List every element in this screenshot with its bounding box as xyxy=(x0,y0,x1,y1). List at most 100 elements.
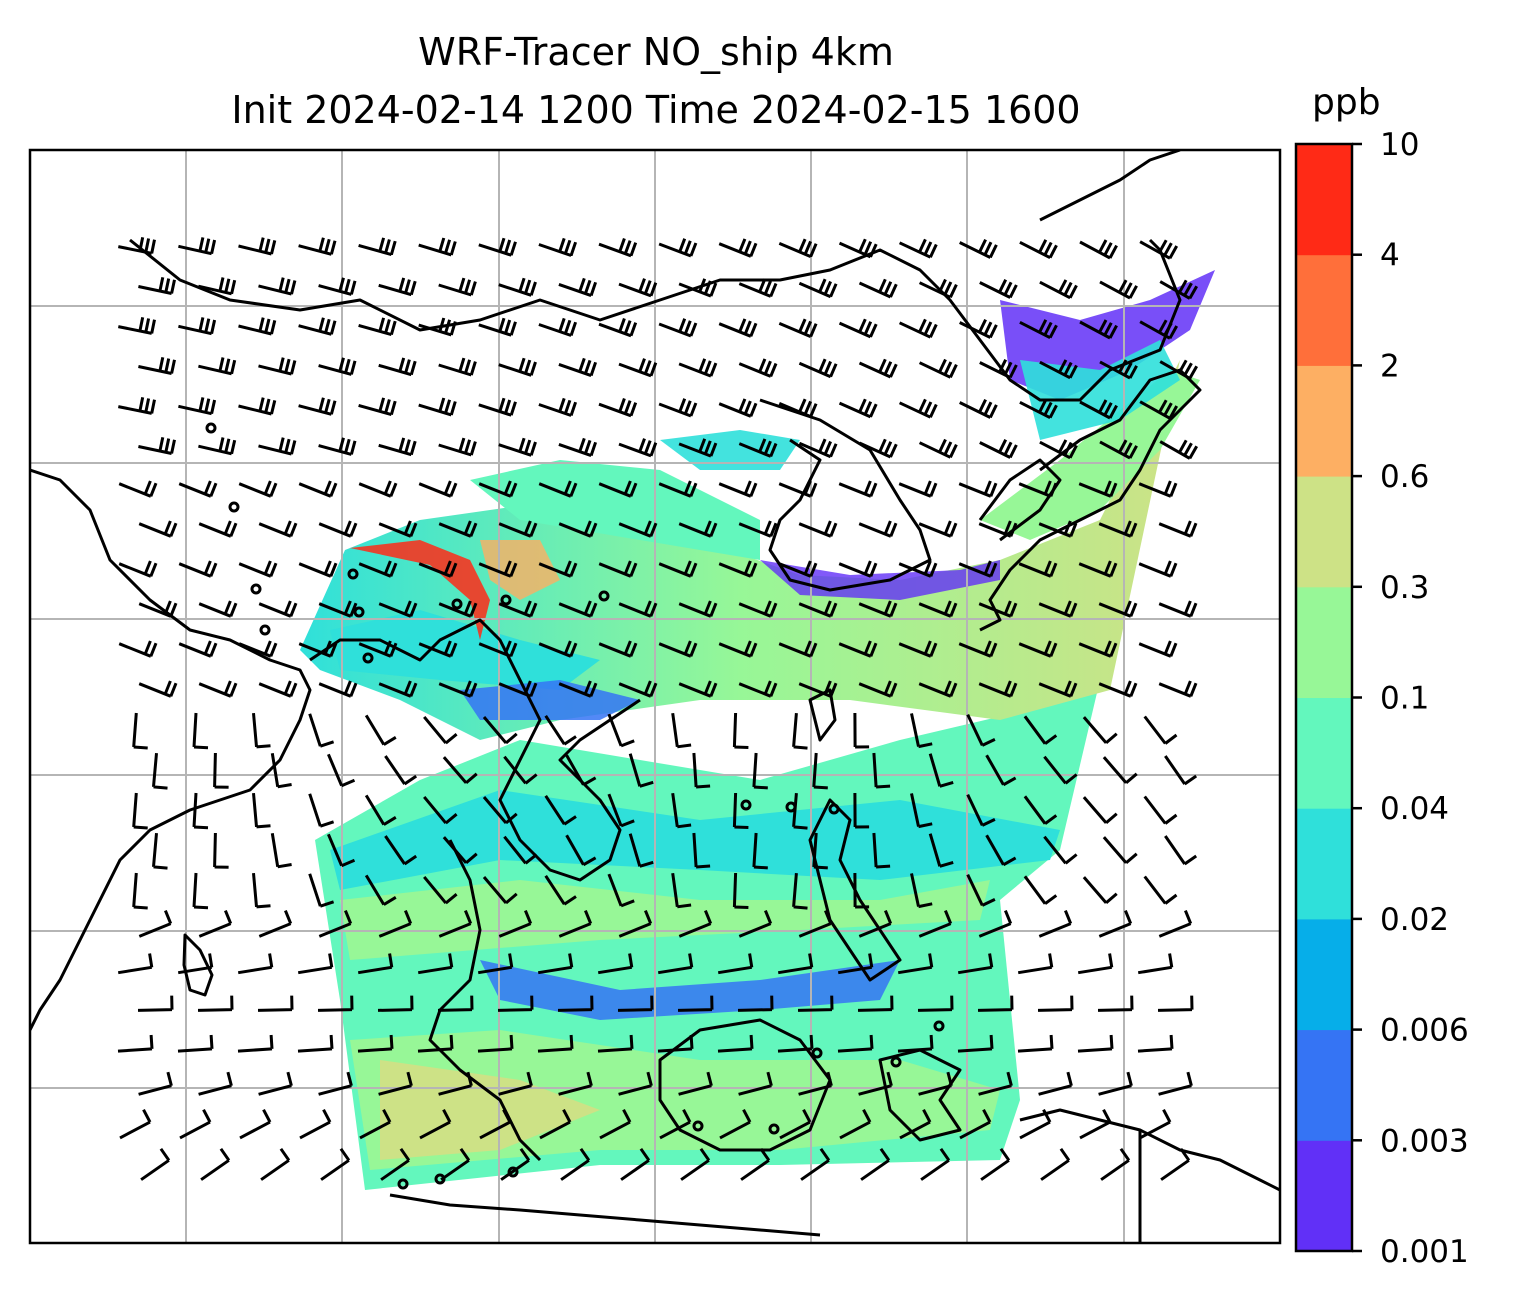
colorbar-tick-label: 4 xyxy=(1380,238,1400,274)
wind-barb xyxy=(565,834,597,867)
wind-barb xyxy=(618,438,658,458)
wind-barb xyxy=(298,317,337,336)
wind-barb xyxy=(418,640,458,658)
wind-barb xyxy=(979,279,1018,299)
wind-barb xyxy=(1098,600,1138,618)
wind-barb xyxy=(598,317,638,338)
wind-barb xyxy=(258,680,298,698)
wind-barb xyxy=(798,600,838,618)
wind-barb xyxy=(558,1071,593,1096)
wind-barb xyxy=(858,680,898,698)
wind-barb xyxy=(898,318,938,339)
wind-barb xyxy=(738,358,778,378)
wind-barb xyxy=(1019,1109,1052,1140)
coast-china-east xyxy=(759,398,932,592)
wind-barb xyxy=(777,953,814,975)
wind-barb xyxy=(478,480,518,498)
wind-barb xyxy=(198,910,233,938)
wind-barb xyxy=(598,640,638,658)
wind-barb xyxy=(252,872,271,909)
wind-barb xyxy=(798,520,838,538)
wind-barb xyxy=(1097,995,1134,1012)
wind-barb xyxy=(384,755,418,786)
wind-barb xyxy=(358,237,397,257)
wind-barb xyxy=(618,600,658,618)
wind-barb xyxy=(838,318,878,339)
wind-barb xyxy=(1160,1147,1191,1181)
wind-barb xyxy=(1143,715,1178,745)
wind-barb xyxy=(738,1071,773,1096)
wind-barb xyxy=(298,640,338,658)
colorbar-tick-label: 0.1 xyxy=(1380,681,1429,717)
wind-barb xyxy=(498,277,537,297)
wind-barb xyxy=(1038,520,1078,538)
wind-barb xyxy=(1159,439,1199,460)
wind-barb xyxy=(438,357,477,377)
wind-barb xyxy=(438,277,477,297)
wind-barb xyxy=(498,600,538,618)
wind-barb xyxy=(364,794,397,826)
wind-barb xyxy=(778,238,818,258)
wind-barb xyxy=(918,600,958,618)
colorbar-tick-label: 10 xyxy=(1380,127,1419,163)
wind-barb xyxy=(718,560,758,578)
wind-barb xyxy=(959,238,998,259)
wind-barb xyxy=(117,1034,154,1053)
wind-barb xyxy=(138,276,176,295)
wind-barb xyxy=(364,874,397,906)
wind-barb xyxy=(358,317,397,337)
wind-barb xyxy=(692,832,711,869)
wind-barb xyxy=(957,953,994,975)
wind-barb xyxy=(752,752,768,790)
wind-barb xyxy=(985,834,1017,867)
calm-wind-markers xyxy=(205,422,945,1190)
wind-barb xyxy=(1018,640,1058,658)
map-gridlines xyxy=(30,150,1280,1243)
wind-barb xyxy=(118,316,156,335)
wind-barb xyxy=(478,237,517,257)
wind-barb xyxy=(378,600,418,618)
wind-barb xyxy=(607,713,635,748)
wind-barb xyxy=(1019,239,1058,260)
wind-barb xyxy=(1139,399,1179,420)
wind-barb xyxy=(1158,600,1198,618)
wind-barb xyxy=(977,995,1014,1012)
wind-barb xyxy=(858,520,898,538)
wind-barb xyxy=(658,560,698,578)
wind-barb xyxy=(918,438,958,459)
tracer-band-cyan-north xyxy=(330,610,600,690)
wind-barb xyxy=(138,1071,173,1096)
wind-barb xyxy=(118,236,156,255)
wind-barb xyxy=(798,358,838,379)
wind-barb xyxy=(270,832,292,869)
wind-barb xyxy=(798,438,838,459)
wind-barb xyxy=(959,398,998,419)
wind-barb xyxy=(779,1109,812,1140)
wind-barb xyxy=(597,1034,634,1053)
wind-barb xyxy=(1098,1071,1133,1096)
wind-barb xyxy=(732,712,749,749)
coast-java xyxy=(389,1193,821,1237)
wind-barb xyxy=(898,640,938,658)
wind-barb xyxy=(1078,640,1118,658)
wind-barb xyxy=(917,995,954,1012)
wind-barb xyxy=(438,1071,473,1096)
wind-barb xyxy=(438,600,478,618)
wind-barb xyxy=(732,792,749,829)
wind-barb xyxy=(798,910,833,938)
wind-barb xyxy=(418,480,458,498)
wind-barb xyxy=(837,953,874,975)
wind-barb xyxy=(538,397,578,417)
wind-barb xyxy=(544,714,577,746)
wind-barb xyxy=(958,560,998,578)
wind-barb xyxy=(238,237,277,256)
wind-barb xyxy=(252,792,271,829)
wind-barb xyxy=(1159,279,1199,300)
wind-barb xyxy=(498,520,538,538)
wind-barb xyxy=(692,752,711,789)
wind-barb xyxy=(378,1071,413,1096)
wind-barb xyxy=(858,438,898,459)
tracer-band-northeast-cyan xyxy=(1020,340,1180,440)
wind-barb xyxy=(928,753,954,788)
